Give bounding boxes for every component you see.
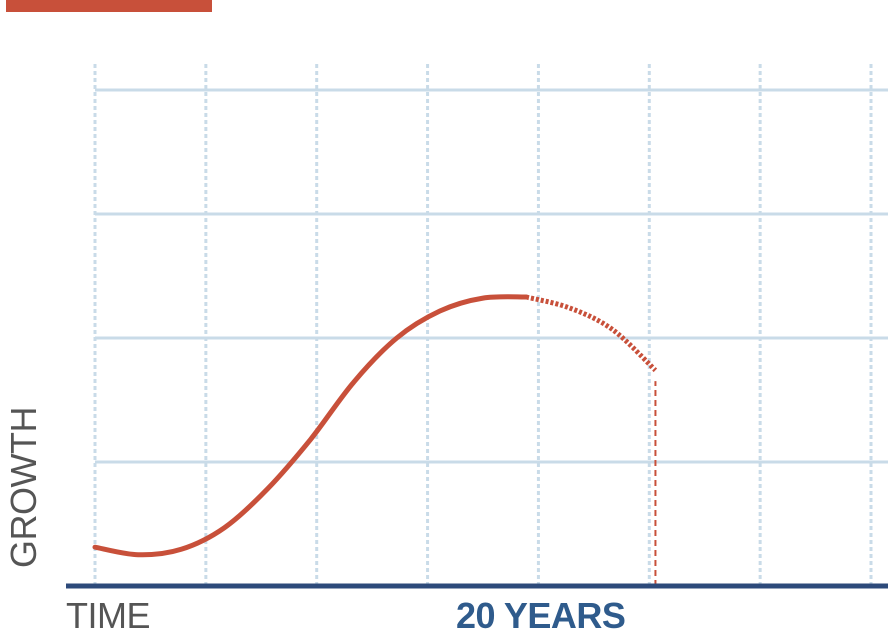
marker-label: 20 YEARS: [456, 595, 626, 636]
y-axis-label: GROWTH: [3, 407, 44, 568]
series-layer: [92, 294, 658, 558]
x-axis-label: TIME: [66, 595, 151, 636]
vertical-gridlines: [93, 64, 873, 586]
horizontal-gridlines: [95, 88, 888, 464]
series-line-1: [92, 294, 529, 558]
series-line-2: [525, 294, 658, 373]
accent-bar: [6, 0, 212, 12]
